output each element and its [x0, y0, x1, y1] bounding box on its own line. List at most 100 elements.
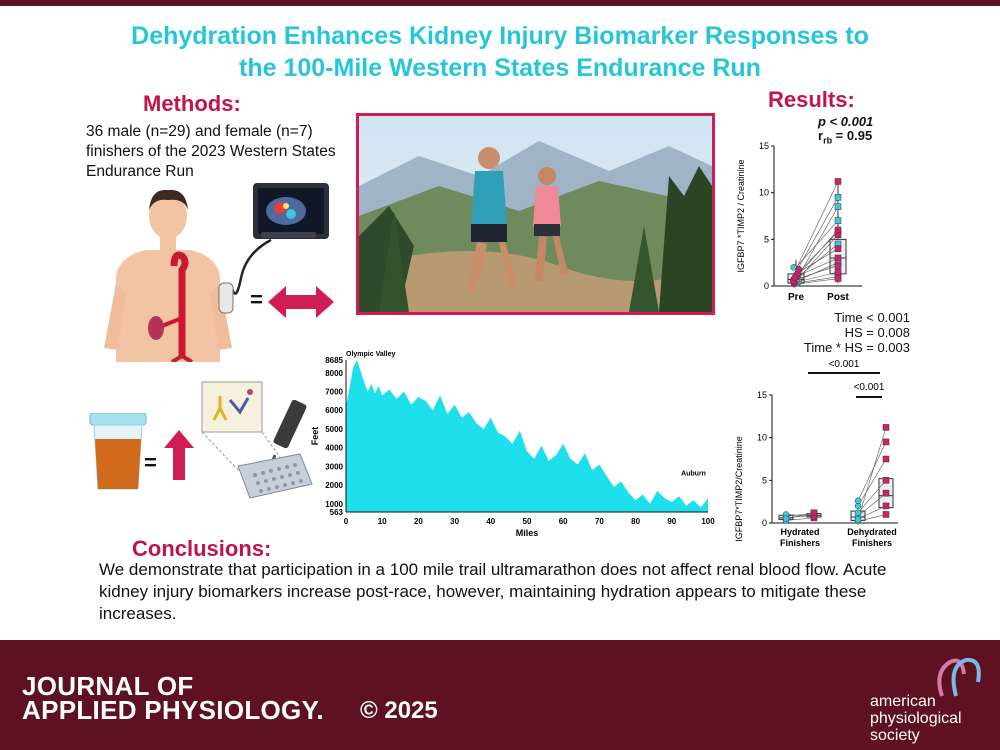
trail-runners-image	[359, 116, 712, 312]
post-point	[835, 269, 841, 275]
x-axis-label: Miles	[516, 528, 539, 538]
y-tick-label: 563	[330, 508, 344, 517]
elevation-area	[346, 360, 708, 512]
x-tick-label: 50	[523, 517, 532, 526]
significance-label: <0.001	[829, 359, 860, 370]
annotation-end: Auburn	[681, 471, 706, 478]
equals-sign-1: =	[250, 287, 263, 313]
y-tick-label: 1000	[325, 500, 343, 509]
pre-point	[792, 275, 798, 281]
x-tick-label: 70	[595, 517, 604, 526]
x-tick-label: 40	[486, 517, 495, 526]
x-tick-label: 80	[631, 517, 640, 526]
footer-bar: JOURNAL OF APPLIED PHYSIOLOGY. © 2025 am…	[0, 640, 1000, 750]
runners-photo	[356, 113, 715, 315]
copyright: © 2025	[360, 697, 438, 725]
pre-point	[783, 516, 789, 522]
society-line-1: american	[870, 693, 962, 710]
pre-point	[855, 517, 861, 523]
y-tick-label: 2000	[325, 481, 343, 490]
pre-point	[855, 498, 861, 504]
y-tick-label: 8000	[325, 369, 343, 378]
anova-stats: Time < 0.001 HS = 0.008 Time * HS = 0.00…	[760, 310, 910, 355]
ultrasound-probe-icon	[219, 283, 233, 313]
y-tick-label: 5000	[325, 425, 343, 434]
post-point	[835, 255, 841, 261]
elisa-assay-illustration	[200, 380, 316, 502]
society-line-2: physiological	[870, 710, 962, 727]
title-line-1: Dehydration Enhances Kidney Injury Bioma…	[90, 20, 910, 52]
results-heading: Results:	[768, 87, 855, 113]
post-point	[835, 227, 841, 233]
post-point	[883, 511, 889, 517]
urine-cup-icon	[86, 413, 150, 491]
category-label: Hydrated	[780, 527, 819, 537]
equals-sign-2: =	[144, 450, 157, 476]
y-tick-label: 8685	[325, 356, 343, 365]
category-label: Dehydrated	[847, 527, 897, 537]
significance-label: <0.001	[854, 382, 885, 393]
post-point	[835, 276, 841, 282]
stat-hs: HS = 0.008	[760, 325, 910, 340]
ultrasound-monitor-icon	[253, 183, 329, 239]
x-tick-label: 0	[344, 517, 349, 526]
journal-name: JOURNAL OF APPLIED PHYSIOLOGY.	[22, 674, 324, 722]
journal-line-2: APPLIED PHYSIOLOGY.	[22, 698, 324, 722]
p-value: p < 0.001	[818, 114, 873, 129]
elevation-profile-chart: 0 10 20 30 40 50 60 70 80 90 100 5631000 2000 3000 400…	[306, 346, 720, 540]
y-tick-label: 0	[764, 281, 769, 291]
methods-heading: Methods:	[143, 91, 241, 117]
x-tick-label: 10	[378, 517, 387, 526]
double-arrow-icon	[268, 284, 334, 320]
y-tick-label: 3000	[325, 462, 343, 471]
post-point	[883, 424, 889, 430]
y-tick-label: 0	[762, 518, 767, 528]
post-point	[883, 490, 889, 496]
post-point	[835, 178, 841, 184]
pre-post-biomarker-chart: 051015IGFBP7 *TIMP2 / CreatininePre Post	[730, 138, 900, 308]
title-line-2: the 100-Mile Western States Endurance Ru…	[90, 52, 910, 84]
post-point	[883, 439, 889, 445]
poster-title: Dehydration Enhances Kidney Injury Bioma…	[90, 20, 910, 84]
pre-point	[796, 266, 802, 272]
ultrasound-illustration	[96, 178, 356, 362]
y-tick-label: 15	[757, 390, 767, 400]
y-tick-label: 5	[764, 234, 769, 244]
y-tick-label: 4000	[325, 444, 343, 453]
x-tick-label: 20	[414, 517, 423, 526]
hydration-group-chart: 0 5 10 15 IGFBP7*TIMP2/Creatinine Hydrated Fin…	[730, 355, 920, 555]
y-tick-label: 10	[759, 188, 769, 198]
x-tick-label: 60	[559, 517, 568, 526]
annotation-start: Olympic Valley	[346, 351, 396, 358]
post-point	[883, 477, 889, 483]
category-label: Finishers	[852, 538, 892, 548]
y-tick-label: 5	[762, 475, 767, 485]
category-label: Post	[827, 292, 849, 303]
post-point	[835, 262, 841, 268]
post-point	[835, 218, 841, 224]
stat-time: Time < 0.001	[760, 310, 910, 325]
person-icon	[104, 190, 232, 362]
post-point	[883, 456, 889, 462]
category-label: Pre	[788, 292, 805, 303]
x-tick-label: 30	[450, 517, 459, 526]
y-tick-label: 15	[759, 141, 769, 151]
top-border	[0, 0, 1000, 6]
y-axis-label: IGFBP7*TIMP2/Creatinine	[734, 436, 744, 542]
conclusions-text: We demonstrate that participation in a 1…	[99, 559, 919, 625]
y-tick-label: 6000	[325, 406, 343, 415]
post-point	[811, 510, 817, 516]
x-tick-label: 100	[701, 517, 715, 526]
post-point	[835, 246, 841, 252]
stat-interaction: Time * HS = 0.003	[760, 340, 910, 355]
society-line-3: society	[870, 727, 962, 744]
post-point	[835, 204, 841, 210]
post-point	[835, 194, 841, 200]
y-axis-label: Feet	[310, 427, 320, 446]
y-tick-label: 10	[757, 433, 767, 443]
post-point	[883, 503, 889, 509]
x-tick-label: 90	[667, 517, 676, 526]
methods-text: 36 male (n=29) and female (n=7) finisher…	[86, 122, 356, 182]
pre-point	[855, 510, 861, 516]
y-tick-label: 7000	[325, 388, 343, 397]
